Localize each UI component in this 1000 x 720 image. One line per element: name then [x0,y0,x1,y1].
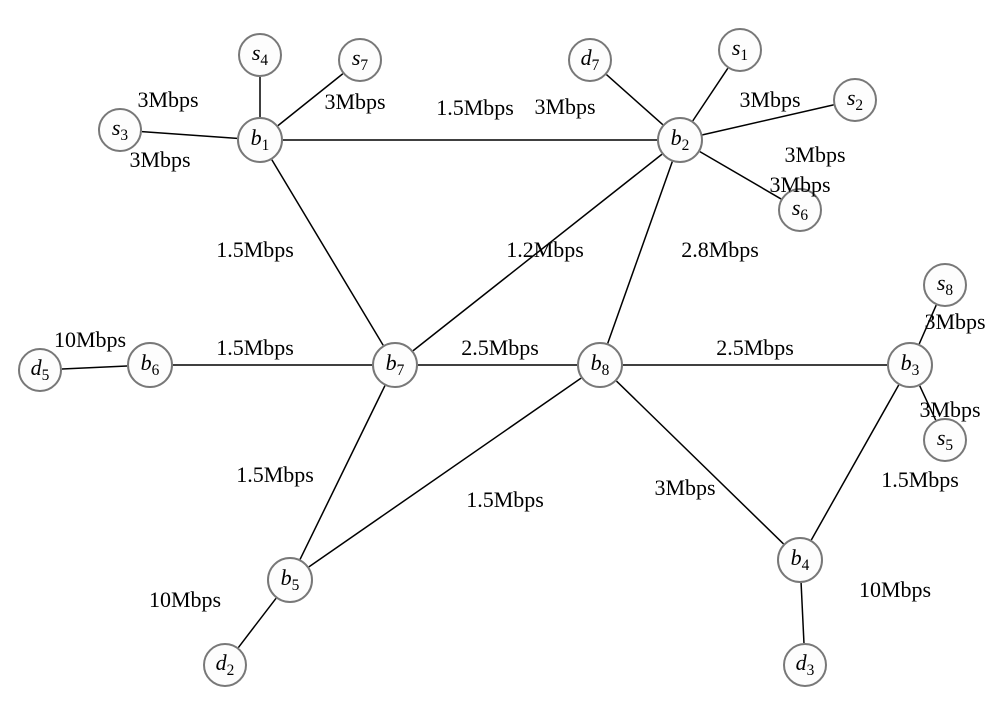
edge-label-b1-s3-2: 3Mbps [129,147,190,173]
edge-label-b2-d7: 3Mbps [534,94,595,120]
node-label-s3: s3 [112,115,128,145]
edge-b3-b4 [811,385,898,540]
node-label-s6: s6 [792,195,808,225]
edge-label-b6-d5: 10Mbps [54,327,126,353]
node-label-s5: s5 [937,425,953,455]
edge-label-b1-s7: 3Mbps [324,89,385,115]
edge-label-b2-s1: 3Mbps [739,87,800,113]
node-label-b3: b3 [901,350,920,380]
node-label-b4: b4 [791,545,810,575]
edge-label-b3-b8: 2.5Mbps [716,335,794,361]
node-label-d5: d5 [31,355,50,385]
edge-label-b1-b2: 1.5Mbps [436,95,514,121]
edge-label-b3-s5: 3Mbps [919,397,980,423]
node-label-b8: b8 [591,350,610,380]
node-label-d2: d2 [216,650,235,680]
edge-b4-d3 [801,583,804,643]
edge-b4-b8 [616,381,783,544]
edge-label-b5-d2: 10Mbps [149,587,221,613]
edge-label-b2-s2: 3Mbps [784,142,845,168]
node-label-b1: b1 [251,125,270,155]
edge-label-b5-b8: 1.5Mbps [466,487,544,513]
node-label-b6: b6 [141,350,160,380]
node-label-d7: d7 [581,45,600,75]
node-label-s7: s7 [352,45,368,75]
node-label-b7: b7 [386,350,405,380]
node-label-b2: b2 [671,125,690,155]
network-diagram: b1 b2 b3 b4 b5 b6 b7 b8 s1 s2 s3 s4 s5 s6 s7 s8 d2 d3 d5 d7… [0,0,1000,720]
edge-label-b5-b7: 1.5Mbps [236,462,314,488]
edge-label-b2-s6: 3Mbps [769,172,830,198]
edge-label-b6-b7: 1.5Mbps [216,335,294,361]
edge-label-b1-b7: 1.5Mbps [216,237,294,263]
edge-label-b2-b7: 1.2Mbps [506,237,584,263]
node-label-s1: s1 [732,35,748,65]
node-label-s4: s4 [252,40,268,70]
edge-label-b4-d3: 10Mbps [859,577,931,603]
edge-label-b2-b8: 2.8Mbps [681,237,759,263]
edge-label-b7-b8: 2.5Mbps [461,335,539,361]
node-label-d3: d3 [796,650,815,680]
edge-label-b4-b8: 3Mbps [654,475,715,501]
edge-label-b3-b4: 1.5Mbps [881,467,959,493]
node-label-b5: b5 [281,565,300,595]
edge-b2-d7 [606,75,662,125]
edge-b6-d5 [62,366,127,369]
edge-b1-s3 [142,132,237,139]
edge-label-b3-s8: 3Mbps [924,309,985,335]
edge-b2-s1 [693,68,728,121]
edge-b5-d2 [238,598,276,647]
edge-label-b1-s3: 3Mbps [137,87,198,113]
node-label-s8: s8 [937,270,953,300]
edge-b5-b8 [309,378,581,567]
node-label-s2: s2 [847,85,863,115]
